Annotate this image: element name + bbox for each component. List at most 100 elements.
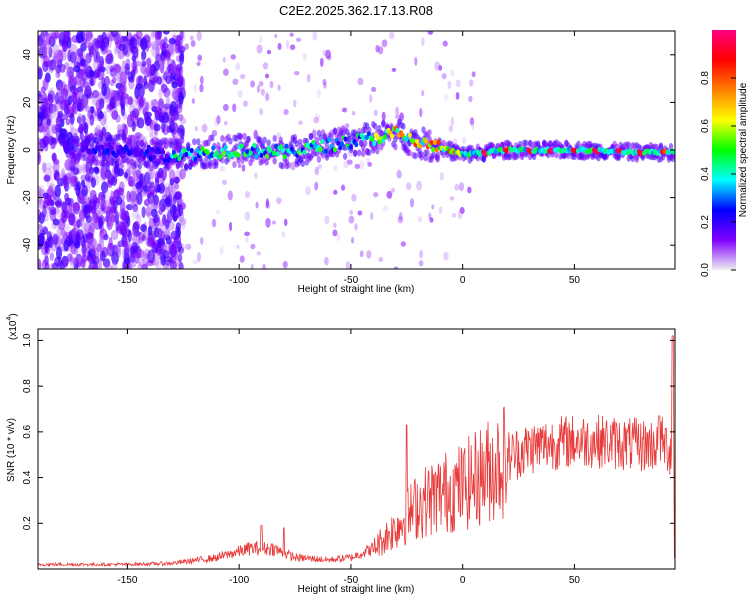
spectrogram-cell xyxy=(576,140,581,148)
spectrogram-cell xyxy=(181,154,187,162)
spectrogram-cell xyxy=(94,167,100,175)
spectrogram-cell xyxy=(264,158,269,166)
spectrogram-cell xyxy=(225,150,230,156)
spectrogram-cell xyxy=(156,31,163,40)
spectrogram-cell xyxy=(113,31,122,35)
spectrogram-cell xyxy=(469,79,474,87)
spectrogram-cell xyxy=(53,172,59,181)
spectrogram-cell xyxy=(81,189,88,197)
spectrogram-cell xyxy=(103,110,108,124)
spectrogram-cell xyxy=(55,174,63,186)
spectrogram-cell xyxy=(455,91,460,100)
spectrogram-cell xyxy=(91,255,100,265)
spectrogram-cell xyxy=(199,83,204,93)
spectrogram-cell xyxy=(87,197,92,206)
snr-y-ticks: 0.2 0.4 0.6 0.8 1.0 xyxy=(22,333,675,530)
spectrogram-cell xyxy=(246,135,251,143)
spectrogram-cell xyxy=(356,149,362,157)
spectrogram-cell xyxy=(148,162,154,172)
spectrogram-cell xyxy=(130,258,137,268)
snr-y-tick-label: 0.8 xyxy=(22,379,33,393)
spectrogram-cell xyxy=(43,125,50,139)
spectrogram-cell xyxy=(443,251,449,261)
spectrogram-cell xyxy=(137,262,143,269)
spectrogram-cell xyxy=(264,93,270,102)
spectrogram-cell xyxy=(77,78,84,93)
spectrogram-cell xyxy=(314,181,319,191)
spectrogram-cell xyxy=(179,31,184,41)
spectrogram-cell xyxy=(658,142,664,150)
spectrogram-cell xyxy=(323,148,328,154)
spectrogram-cell xyxy=(110,215,116,223)
spectrogram-cell xyxy=(114,211,119,224)
spectrogram-cell xyxy=(404,136,409,143)
spectrogram-cell xyxy=(119,220,126,230)
spectrogram-cell xyxy=(193,156,198,162)
spectrogram-cell xyxy=(112,76,117,84)
spectrogram-cell xyxy=(42,42,47,56)
spectrogram-cell xyxy=(98,238,105,252)
spectrogram-cell xyxy=(149,32,155,41)
spectrogram-cell xyxy=(128,180,136,187)
spectrogram-cell xyxy=(111,261,117,269)
spectrogram-cell xyxy=(358,160,365,170)
spectrogram-cell xyxy=(81,254,89,263)
spectrogram-cell xyxy=(213,117,220,128)
spectrogram-cell xyxy=(65,231,73,240)
spectrogram-cell xyxy=(64,69,73,79)
spectrogram-cell xyxy=(108,60,116,70)
spectrogram-cell xyxy=(208,162,213,170)
spectrogram-cell xyxy=(48,59,57,71)
spectrogram-cell xyxy=(336,140,341,146)
spectrogram-cell xyxy=(143,75,148,87)
spectrogram-cell xyxy=(114,164,119,174)
spectrogram-cell xyxy=(58,90,65,101)
spectrogram-cell xyxy=(262,263,266,269)
spectrogram-cell xyxy=(89,189,97,200)
spectrogram-cell xyxy=(448,125,454,133)
spectrogram-cell xyxy=(414,56,418,66)
spectrogram-cell xyxy=(296,37,302,42)
spectrogram-cell xyxy=(256,251,261,256)
spectrogram-cell xyxy=(106,169,112,179)
spectrogram-cell xyxy=(73,96,82,103)
spectrogram-cell xyxy=(131,55,137,62)
colorbar-tick-label: 0.8 xyxy=(700,71,711,85)
spectrogram-cell xyxy=(305,186,311,196)
spectrogram-cell xyxy=(250,155,255,163)
spectrogram-cell xyxy=(322,78,327,86)
spectrogram-cell xyxy=(214,161,219,169)
spectrogram-cell xyxy=(232,78,239,86)
figure-title: C2E2.2025.362.17.13.R08 xyxy=(279,3,433,18)
spectrogram-cell xyxy=(259,152,264,158)
spectrogram-cell xyxy=(184,43,189,50)
spectrogram-cell xyxy=(78,98,86,110)
spectrogram-cell xyxy=(145,160,151,168)
spectrogram-cell xyxy=(172,176,180,184)
spectrogram-cell xyxy=(143,67,150,78)
spectrogram-cell xyxy=(139,149,144,155)
spectrogram-cell xyxy=(105,147,110,153)
spectrogram-cell xyxy=(64,31,70,38)
spectrogram-cell xyxy=(56,246,63,261)
spectrogram-cell xyxy=(439,172,444,181)
spectrogram-cell xyxy=(38,212,45,224)
spectrogram-cell xyxy=(100,203,105,211)
spectrogram-cell xyxy=(55,71,61,79)
spectrogram-cell xyxy=(180,219,186,231)
spectrogram-cell xyxy=(58,31,66,45)
spectrogram-cell xyxy=(142,66,147,79)
snr-x-axis-label: Height of straight line (km) xyxy=(298,584,415,595)
spectrogram-cell xyxy=(238,133,243,141)
spectrogram-cell xyxy=(170,62,177,75)
spectrogram-cell xyxy=(290,161,296,171)
spectrogram-cell xyxy=(168,169,176,182)
spectrogram-cell xyxy=(161,149,166,155)
spectrogram-cell xyxy=(382,205,389,212)
spectrogram-cell xyxy=(140,55,146,62)
spectrogram-cell xyxy=(92,38,100,52)
spectrogram-cell xyxy=(232,103,237,113)
spectrogram-cell xyxy=(178,261,184,269)
spectrogram-cell xyxy=(76,86,84,93)
snr-x-tick-label: -100 xyxy=(229,575,249,586)
